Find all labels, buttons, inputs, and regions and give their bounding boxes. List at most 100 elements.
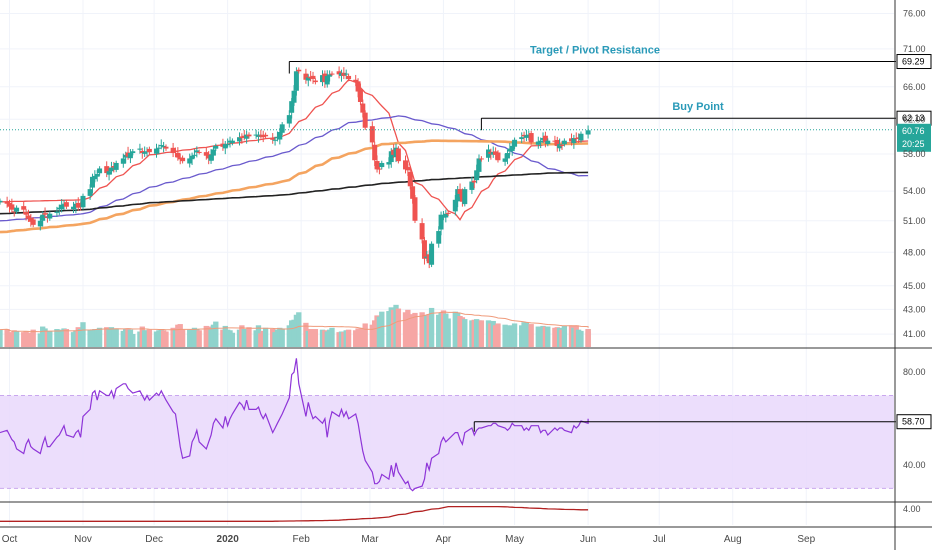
candle-body[interactable]	[104, 166, 110, 174]
candle-body[interactable]	[0, 200, 3, 203]
candle-body[interactable]	[14, 207, 20, 212]
candle-body[interactable]	[113, 162, 119, 170]
candle-body[interactable]	[142, 152, 148, 154]
candle-body[interactable]	[25, 215, 31, 219]
candle-body[interactable]	[452, 199, 458, 212]
candle-body[interactable]	[360, 103, 366, 113]
candle-body[interactable]	[130, 151, 136, 154]
candle-body[interactable]	[445, 212, 451, 214]
candle-body[interactable]	[37, 220, 43, 227]
candle-body[interactable]	[189, 155, 195, 160]
candle-body[interactable]	[154, 148, 159, 154]
candle-body[interactable]	[476, 158, 482, 172]
candle-body[interactable]	[42, 213, 48, 215]
candle-body[interactable]	[213, 145, 219, 149]
candle-body[interactable]	[386, 162, 392, 165]
candle-body[interactable]	[376, 168, 382, 170]
candle-body[interactable]	[502, 158, 508, 162]
candle-body[interactable]	[407, 171, 413, 187]
candle-body[interactable]	[54, 211, 60, 213]
candle-body[interactable]	[97, 168, 103, 174]
candle-body[interactable]	[535, 141, 541, 145]
candle-body[interactable]	[277, 132, 283, 140]
candle-body[interactable]	[108, 167, 114, 172]
candle-body[interactable]	[161, 145, 167, 148]
candle-body[interactable]	[410, 186, 416, 199]
candle-body[interactable]	[545, 140, 551, 144]
candlesticks[interactable]	[0, 66, 591, 269]
candle-body[interactable]	[47, 213, 53, 219]
candle-body[interactable]	[175, 152, 181, 158]
candle-body[interactable]	[327, 74, 333, 77]
candle-body[interactable]	[474, 170, 480, 181]
candle-body[interactable]	[170, 147, 176, 154]
candle-body[interactable]	[203, 152, 209, 156]
candle-body[interactable]	[469, 181, 475, 190]
candle-body[interactable]	[4, 201, 10, 204]
candle-body[interactable]	[312, 80, 318, 83]
candle-body[interactable]	[286, 115, 292, 124]
candle-body[interactable]	[21, 206, 27, 210]
candle-body[interactable]	[353, 79, 359, 83]
candle-body[interactable]	[291, 90, 297, 103]
candle-body[interactable]	[509, 145, 515, 151]
candle-body[interactable]	[346, 75, 352, 79]
candle-body[interactable]	[362, 112, 368, 128]
candle-body[interactable]	[137, 148, 143, 150]
candle-body[interactable]	[357, 89, 363, 102]
candle-body[interactable]	[222, 144, 228, 149]
candle-body[interactable]	[523, 135, 529, 138]
candle-body[interactable]	[163, 146, 169, 149]
candle-body[interactable]	[542, 135, 548, 143]
candle-body[interactable]	[225, 144, 231, 146]
candle-body[interactable]	[395, 148, 401, 162]
candle-body[interactable]	[191, 154, 197, 156]
candle-body[interactable]	[80, 195, 86, 208]
candle-body[interactable]	[578, 133, 584, 141]
candle-body[interactable]	[146, 148, 152, 153]
candle-body[interactable]	[92, 175, 98, 180]
candle-body[interactable]	[571, 138, 577, 144]
candle-body[interactable]	[495, 152, 501, 161]
candle-body[interactable]	[40, 214, 46, 221]
candle-body[interactable]	[229, 140, 235, 144]
candle-body[interactable]	[462, 189, 468, 205]
candle-body[interactable]	[478, 158, 484, 160]
candle-body[interactable]	[194, 150, 200, 153]
candle-body[interactable]	[372, 144, 378, 161]
candle-body[interactable]	[585, 130, 591, 135]
candle-body[interactable]	[279, 124, 285, 133]
candle-body[interactable]	[187, 158, 193, 164]
candle-body[interactable]	[421, 240, 427, 259]
candle-body[interactable]	[405, 167, 411, 171]
candle-body[interactable]	[343, 73, 349, 75]
candle-body[interactable]	[355, 81, 361, 92]
candle-body[interactable]	[94, 174, 100, 177]
candle-body[interactable]	[403, 160, 408, 170]
candle-body[interactable]	[239, 136, 245, 139]
candle-body[interactable]	[270, 137, 276, 140]
candle-body[interactable]	[310, 75, 316, 79]
candle-body[interactable]	[504, 153, 510, 159]
candle-body[interactable]	[573, 138, 579, 140]
candle-body[interactable]	[429, 243, 435, 265]
candle-body[interactable]	[336, 71, 342, 75]
candle-body[interactable]	[388, 151, 394, 163]
candle-body[interactable]	[289, 101, 295, 113]
candle-body[interactable]	[106, 171, 112, 175]
candle-body[interactable]	[412, 197, 418, 221]
candle-body[interactable]	[324, 75, 330, 85]
candle-body[interactable]	[263, 134, 269, 137]
candle-body[interactable]	[210, 149, 216, 156]
candle-body[interactable]	[374, 161, 380, 170]
candle-body[interactable]	[436, 231, 442, 244]
candle-body[interactable]	[139, 150, 145, 154]
candle-body[interactable]	[172, 150, 178, 152]
candle-body[interactable]	[443, 213, 449, 218]
candle-body[interactable]	[455, 189, 461, 202]
candle-body[interactable]	[519, 137, 525, 140]
candle-body[interactable]	[305, 77, 311, 81]
candle-body[interactable]	[557, 144, 563, 149]
candle-body[interactable]	[208, 154, 214, 161]
